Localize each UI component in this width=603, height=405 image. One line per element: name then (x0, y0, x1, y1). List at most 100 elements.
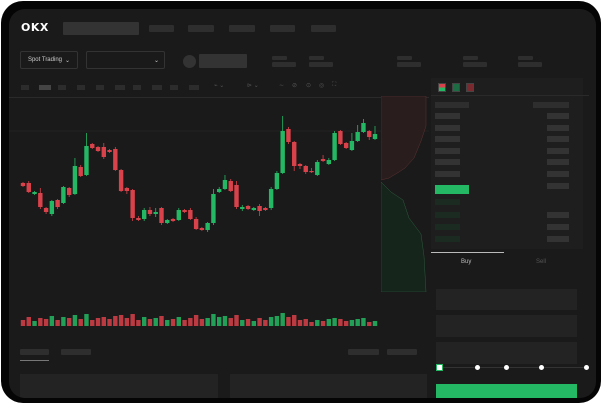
nav-item[interactable] (149, 25, 174, 32)
nav-search[interactable] (63, 22, 139, 35)
nav-item[interactable] (188, 25, 214, 32)
chevron-down-icon: ⌄ (65, 57, 71, 64)
candle (309, 171, 314, 173)
volume-bar (199, 319, 205, 326)
volume-bar (193, 315, 199, 326)
timeframe-button[interactable] (96, 85, 104, 90)
volume-bar (240, 320, 245, 326)
fullscreen-icon[interactable]: ⛶ (332, 82, 337, 88)
timeframe-button[interactable] (170, 85, 178, 90)
volume-bar (66, 318, 72, 326)
candle (118, 170, 124, 191)
volume-bar (326, 319, 332, 326)
candle (245, 206, 251, 209)
camera-icon[interactable]: ⊙ (306, 83, 312, 89)
pair-selector-dropdown[interactable]: ⌄ (86, 51, 165, 69)
slider-mark-75[interactable] (539, 365, 544, 370)
timeframe-button[interactable] (21, 85, 29, 90)
orders-more[interactable] (387, 349, 417, 355)
timeframe-button[interactable] (115, 85, 125, 90)
nav-item[interactable] (311, 25, 336, 32)
candle (176, 210, 182, 220)
stat-value (463, 62, 487, 67)
candle (136, 218, 141, 220)
orders-filter[interactable] (348, 349, 379, 355)
volume-bar (367, 322, 372, 326)
volume-bar (153, 318, 158, 326)
tab-sell[interactable]: Sell (536, 259, 547, 265)
book-view-asks-icon[interactable] (466, 83, 474, 92)
volume-bar (211, 314, 216, 326)
candle (211, 194, 216, 223)
settings-icon[interactable]: ◎ (319, 83, 325, 89)
book-view-both-icon[interactable] (438, 83, 446, 92)
tab-buy[interactable]: Buy (461, 259, 472, 265)
line-tool-icon[interactable]: ∼ (279, 83, 285, 89)
slider-track[interactable] (441, 367, 589, 368)
stat-label (272, 56, 287, 60)
volume-bar (332, 318, 337, 326)
book-view-bids-icon[interactable] (452, 83, 460, 92)
volume-bar (55, 320, 60, 326)
orders-tab-history[interactable] (61, 349, 91, 355)
buy-submit-button[interactable] (436, 384, 577, 398)
spot-trading-dropdown[interactable]: Spot Trading ⌄ (20, 51, 78, 69)
candle (222, 180, 228, 189)
volume-bar (159, 316, 164, 326)
timeframe-button[interactable] (39, 85, 51, 90)
bid-price (435, 236, 460, 242)
candle (315, 162, 320, 175)
candle (84, 146, 89, 175)
volume-bar (118, 315, 124, 326)
timeframe-button[interactable] (152, 85, 162, 90)
depth-chart[interactable] (381, 96, 431, 292)
candle (72, 166, 78, 194)
slider-mark-100[interactable] (584, 365, 589, 370)
ask-amount (547, 171, 569, 177)
slider-handle[interactable] (436, 364, 443, 371)
volume-bar (349, 320, 355, 326)
bid-amount (547, 224, 569, 230)
candle (268, 189, 274, 208)
nav-item[interactable] (270, 25, 295, 32)
candle (332, 133, 337, 160)
ask-amount (547, 148, 569, 154)
slider-mark-50[interactable] (504, 365, 509, 370)
candle (165, 220, 170, 223)
volume-bar (176, 317, 182, 326)
ruler-icon[interactable]: ⊘ (292, 83, 298, 89)
candle (372, 134, 378, 139)
candle (286, 129, 291, 142)
ask-amount (547, 125, 569, 131)
slider-mark-25[interactable] (475, 365, 480, 370)
indicator-icon[interactable]: ⌁ ⌄ (214, 83, 225, 89)
nav-item[interactable] (229, 25, 255, 32)
price-input[interactable] (436, 289, 577, 310)
timeframe-button[interactable] (58, 85, 66, 90)
candle (367, 131, 372, 137)
draw-tool-icon[interactable]: ⊳ ⌄ (247, 83, 259, 89)
pair-icon (183, 55, 196, 68)
volume-bar (222, 316, 228, 326)
timeframe-button[interactable] (133, 85, 141, 90)
candlestick-chart[interactable] (9, 9, 429, 339)
total-input[interactable] (436, 342, 577, 364)
volume-bar (292, 315, 297, 326)
volume-bar (216, 317, 222, 326)
volume-bar (113, 316, 118, 326)
candle (113, 149, 118, 170)
volume-bar (141, 317, 147, 326)
candle (170, 219, 176, 221)
bid-price (435, 224, 460, 230)
timeframe-button[interactable] (189, 85, 199, 90)
ask-amount (547, 159, 569, 165)
timeframe-button[interactable] (77, 85, 85, 90)
candle (199, 228, 205, 230)
orders-tab-open[interactable] (20, 349, 49, 355)
bid-price (435, 212, 460, 218)
amount-input[interactable] (436, 315, 577, 337)
candle (274, 173, 280, 189)
buy-tab-underline (431, 252, 504, 253)
book-divider (431, 95, 589, 96)
okx-logo[interactable]: OKX (21, 21, 49, 34)
